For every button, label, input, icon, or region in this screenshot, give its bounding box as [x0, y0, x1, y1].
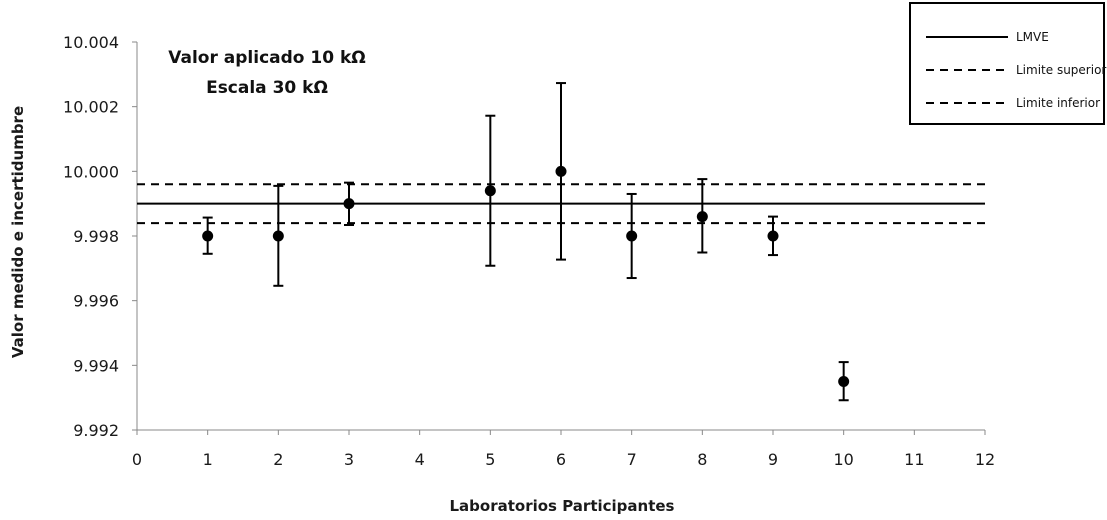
data-point [767, 230, 779, 242]
data-point [343, 198, 355, 210]
legend: LMVE Limite superior Limite inferior [909, 2, 1106, 125]
legend-label-upper: Limite superior [1016, 63, 1106, 77]
annotation-applied-value: Valor aplicado 10 kΩ [168, 48, 365, 68]
x-tick-label: 12 [975, 450, 995, 469]
x-tick-labels: 0 1 2 3 4 5 6 7 8 9 10 11 12 [132, 430, 995, 469]
y-tick-label: 9.996 [73, 292, 119, 311]
x-tick-label: 2 [273, 450, 283, 469]
y-tick-labels: 9.992 9.994 9.996 9.998 10.000 10.002 10.004 [63, 33, 137, 440]
x-axis-title: Laboratorios Participantes [450, 497, 675, 515]
x-tick-label: 6 [556, 450, 566, 469]
legend-label-lmve: LMVE [1016, 30, 1049, 44]
x-tick-label: 7 [627, 450, 637, 469]
y-axis-title: Valor medido e incertidumbre [9, 106, 27, 358]
x-tick-label: 3 [344, 450, 354, 469]
x-tick-label: 0 [132, 450, 142, 469]
y-tick-label: 9.992 [73, 421, 119, 440]
data-point [272, 230, 284, 242]
data-points [202, 165, 850, 387]
x-tick-label: 9 [768, 450, 778, 469]
y-tick-label: 10.002 [63, 98, 119, 117]
x-tick-label: 11 [904, 450, 924, 469]
x-tick-label: 5 [485, 450, 495, 469]
x-tick-label: 1 [203, 450, 213, 469]
data-point [696, 211, 708, 223]
annotation-scale: Escala 30 kΩ [206, 78, 328, 98]
x-tick-label: 8 [697, 450, 707, 469]
data-point [626, 230, 638, 242]
data-point [555, 165, 567, 177]
data-point [838, 376, 850, 387]
data-point [202, 230, 214, 242]
y-tick-label: 9.994 [73, 356, 119, 375]
data-point [484, 185, 496, 197]
x-tick-label: 10 [833, 450, 853, 469]
x-tick-label: 4 [415, 450, 425, 469]
error-bars [202, 82, 849, 402]
legend-label-lower: Limite inferior [1016, 96, 1100, 110]
y-tick-label: 10.000 [63, 162, 119, 181]
y-tick-label: 10.004 [63, 33, 119, 52]
y-tick-label: 9.998 [73, 227, 119, 246]
